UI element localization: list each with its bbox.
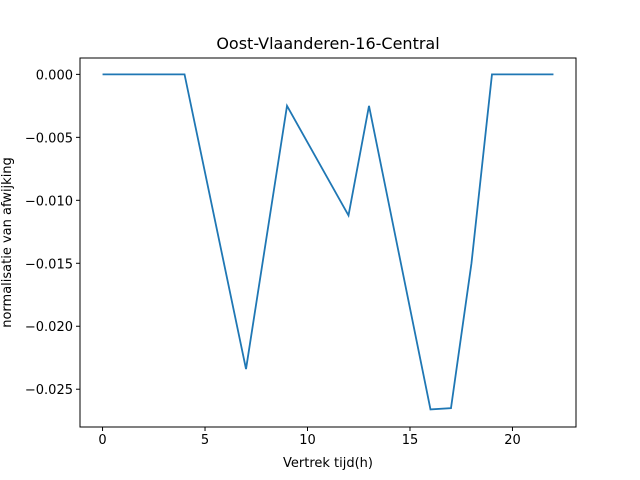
y-axis-label: normalisatie van afwijking [0, 157, 15, 328]
plot-area-frame [79, 57, 577, 428]
x-tick-label: 5 [201, 433, 209, 448]
y-tick-label: 0.000 [36, 68, 73, 83]
y-tick-label: −0.020 [25, 320, 73, 335]
series-line [102, 73, 554, 411]
y-tick-label: −0.010 [25, 194, 73, 209]
y-tick-label: −0.015 [25, 257, 73, 272]
series-layer [102, 73, 554, 411]
y-tick-label: −0.025 [25, 383, 73, 398]
x-axis-label: Vertrek tijd(h) [283, 456, 373, 471]
x-tick-label: 20 [504, 433, 521, 448]
x-tick-label: 0 [98, 433, 106, 448]
chart-title: Oost-Vlaanderen-16-Central [216, 34, 439, 53]
x-axis: 0 5 10 15 20 [98, 427, 521, 448]
x-tick-label: 15 [402, 433, 419, 448]
y-axis: 0.000 −0.005 −0.010 −0.015 −0.020 −0.025 [25, 68, 80, 398]
y-tick-label: −0.005 [25, 131, 73, 146]
x-tick-label: 10 [299, 433, 316, 448]
